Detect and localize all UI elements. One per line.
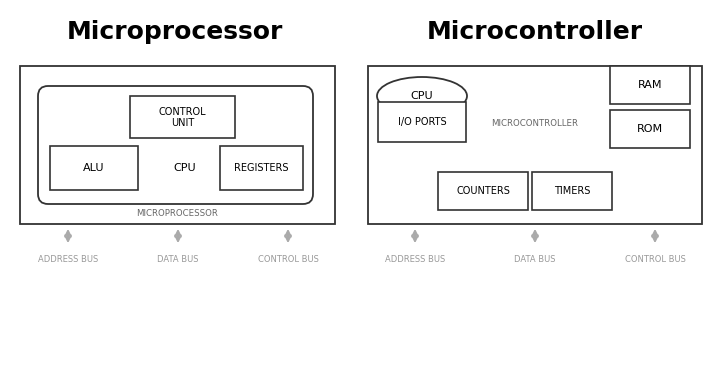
Text: Microcontroller: Microcontroller: [427, 20, 643, 44]
Text: DATA BUS: DATA BUS: [157, 254, 198, 263]
Text: ALU: ALU: [84, 163, 105, 173]
Text: DATA BUS: DATA BUS: [514, 254, 555, 263]
Text: COUNTERS: COUNTERS: [456, 186, 510, 196]
Bar: [532, 172, 612, 210]
Text: ADDRESS BUS: ADDRESS BUS: [38, 254, 98, 263]
Bar: [220, 146, 303, 190]
Text: RAM: RAM: [638, 80, 663, 90]
Bar: [50, 146, 138, 190]
Text: Microprocessor: Microprocessor: [67, 20, 283, 44]
FancyBboxPatch shape: [38, 86, 313, 204]
Text: TIMERS: TIMERS: [554, 186, 590, 196]
Bar: [20, 66, 335, 224]
Text: ADDRESS BUS: ADDRESS BUS: [385, 254, 445, 263]
Text: ROM: ROM: [637, 124, 663, 134]
Text: CPU: CPU: [411, 91, 433, 101]
Text: MICROPROCESSOR: MICROPROCESSOR: [136, 209, 218, 218]
Text: CPU: CPU: [174, 163, 196, 173]
Bar: [130, 96, 235, 138]
Ellipse shape: [377, 77, 467, 115]
Text: REGISTERS: REGISTERS: [234, 163, 288, 173]
Text: I/O PORTS: I/O PORTS: [398, 117, 446, 127]
Bar: [368, 66, 702, 224]
Text: MICROCONTROLLER: MICROCONTROLLER: [491, 119, 578, 128]
Bar: [438, 172, 528, 210]
Text: CONTROL: CONTROL: [159, 107, 206, 117]
Bar: [610, 66, 690, 104]
Text: CONTROL BUS: CONTROL BUS: [258, 254, 318, 263]
Bar: [610, 110, 690, 148]
Text: UNIT: UNIT: [171, 118, 194, 128]
Text: CONTROL BUS: CONTROL BUS: [625, 254, 685, 263]
Bar: [378, 102, 466, 142]
